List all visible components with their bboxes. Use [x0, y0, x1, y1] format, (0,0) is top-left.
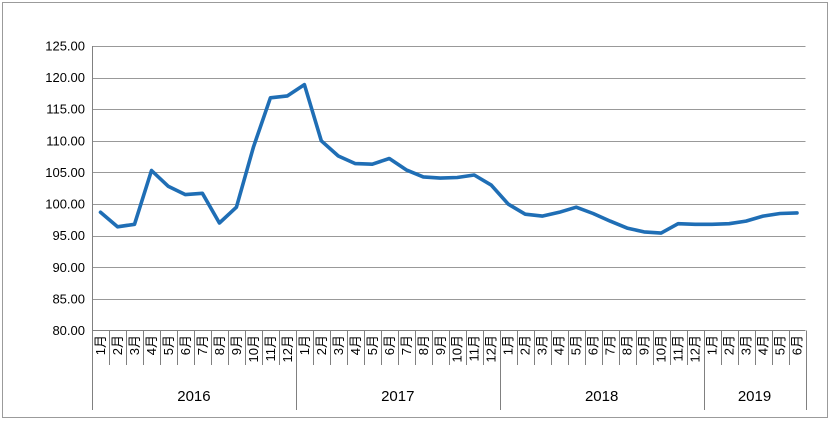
year-label: 2019: [738, 388, 771, 405]
year-label: 2018: [585, 388, 618, 405]
month-tick-label: 6月: [790, 335, 805, 355]
y-axis-tick-label: 100.00: [45, 197, 85, 212]
y-axis-tick-label: 125.00: [45, 39, 85, 54]
month-tick-label: 1月: [501, 335, 516, 355]
month-tick-label: 5月: [161, 335, 176, 355]
y-axis-tick-label: 115.00: [46, 102, 85, 117]
month-tick-label: 2月: [314, 335, 329, 355]
month-tick-label: 5月: [773, 335, 788, 355]
month-tick-label: 3月: [535, 335, 550, 355]
month-tick-label: 6月: [382, 335, 397, 355]
month-tick-label: 11月: [467, 335, 482, 362]
month-tick-label: 4月: [144, 335, 159, 355]
month-tick-label: 10月: [654, 335, 669, 362]
month-tick-label: 10月: [450, 335, 465, 362]
month-tick-label: 7月: [603, 335, 618, 355]
y-axis-tick-label: 105.00: [45, 165, 85, 180]
year-label: 2017: [381, 388, 414, 405]
y-axis-tick-label: 95.00: [52, 228, 85, 243]
month-tick-label: 9月: [229, 335, 244, 355]
month-tick-label: 4月: [552, 335, 567, 355]
month-tick-label: 2月: [518, 335, 533, 355]
data-line: [98, 82, 799, 235]
month-tick-label: 11月: [671, 335, 686, 362]
month-tick-label: 12月: [484, 335, 499, 362]
month-tick-label: 3月: [127, 335, 142, 355]
month-tick-label: 2月: [110, 335, 125, 355]
month-tick-label: 4月: [348, 335, 363, 355]
month-tick-label: 7月: [195, 335, 210, 355]
month-tick-label: 7月: [399, 335, 414, 355]
month-tick-label: 9月: [433, 335, 448, 355]
month-tick-label: 3月: [739, 335, 754, 355]
month-tick-label: 8月: [212, 335, 227, 355]
year-label: 2016: [177, 388, 210, 405]
month-tick-label: 11月: [263, 335, 278, 362]
month-tick-label: 3月: [331, 335, 346, 355]
y-axis-tick-label: 120.00: [45, 70, 85, 85]
month-tick-label: 5月: [365, 335, 380, 355]
y-axis-tick-label: 80.00: [52, 323, 85, 338]
month-tick-label: 10月: [246, 335, 261, 362]
month-tick-label: 2月: [722, 335, 737, 355]
month-tick-label: 4月: [756, 335, 771, 355]
month-tick-label: 8月: [416, 335, 431, 355]
month-tick-label: 1月: [297, 335, 312, 355]
month-tick-label: 6月: [178, 335, 193, 355]
month-tick-label: 12月: [280, 335, 295, 362]
month-tick-label: 1月: [705, 335, 720, 355]
y-axis-tick-label: 110.00: [46, 133, 85, 148]
month-tick-label: 8月: [620, 335, 635, 355]
month-tick-label: 12月: [688, 335, 703, 362]
month-tick-label: 1月: [93, 335, 108, 355]
month-tick-label: 5月: [569, 335, 584, 355]
y-axis-tick-label: 85.00: [52, 291, 85, 306]
month-tick-label: 6月: [586, 335, 601, 355]
month-tick-label: 9月: [637, 335, 652, 355]
y-axis-tick-label: 90.00: [52, 260, 85, 275]
